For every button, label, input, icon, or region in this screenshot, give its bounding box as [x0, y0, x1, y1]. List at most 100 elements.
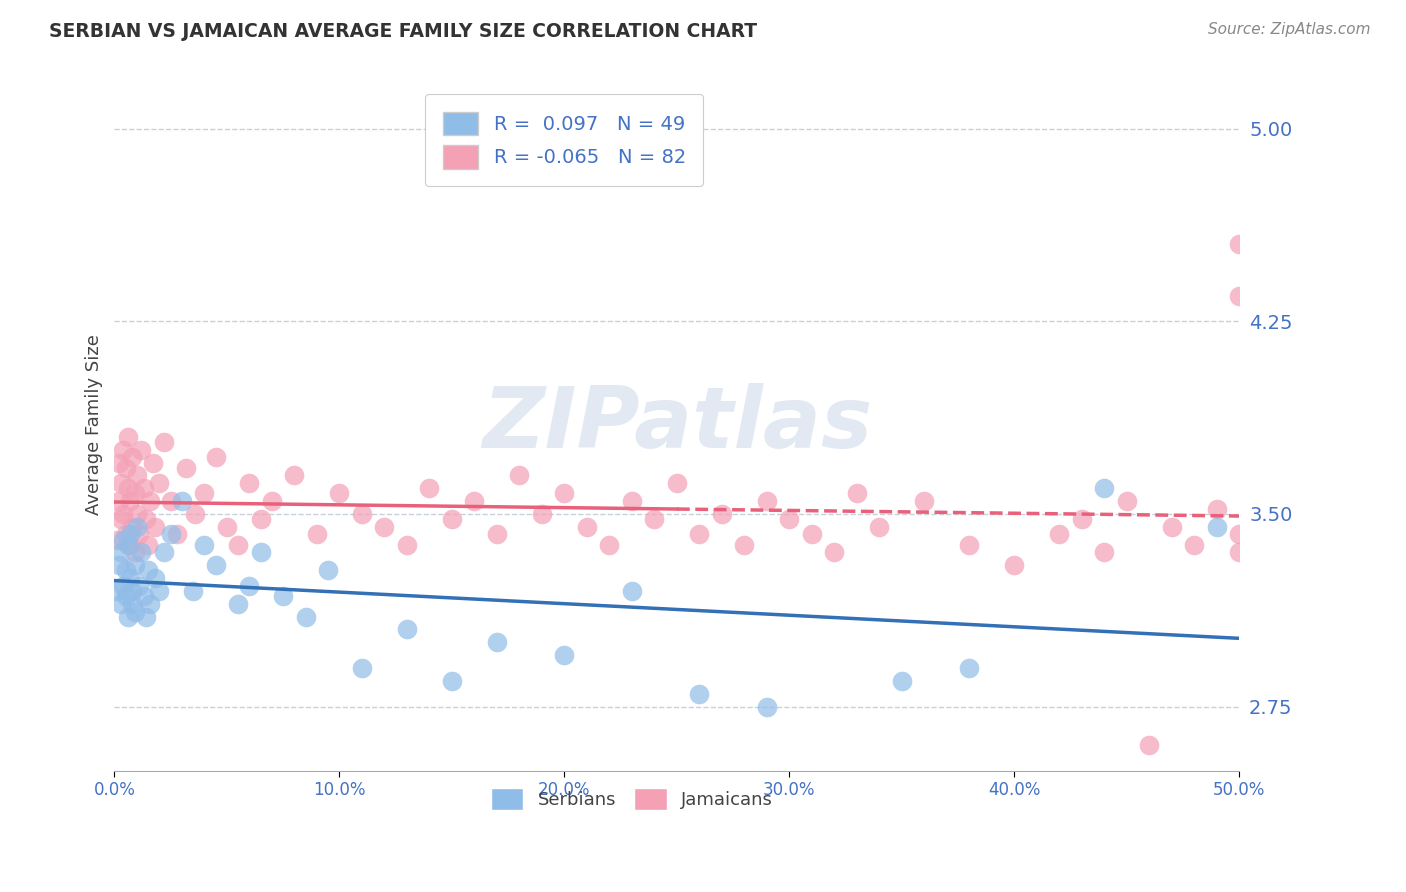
Point	[755, 494, 778, 508]
Point	[643, 512, 665, 526]
Point	[1205, 520, 1227, 534]
Point	[328, 486, 350, 500]
Point	[143, 520, 166, 534]
Point	[440, 673, 463, 688]
Point	[148, 584, 170, 599]
Point	[120, 571, 142, 585]
Point	[159, 527, 181, 541]
Point	[117, 430, 139, 444]
Point	[124, 486, 146, 500]
Point	[120, 538, 142, 552]
Point	[373, 520, 395, 534]
Point	[131, 442, 153, 457]
Point	[485, 635, 508, 649]
Point	[108, 558, 131, 573]
Point	[733, 538, 755, 552]
Point	[238, 579, 260, 593]
Point	[215, 520, 238, 534]
Point	[110, 476, 132, 491]
Point	[135, 609, 157, 624]
Point	[135, 512, 157, 526]
Point	[1227, 545, 1250, 559]
Point	[125, 507, 148, 521]
Legend: Serbians, Jamaicans: Serbians, Jamaicans	[477, 773, 787, 824]
Point	[120, 527, 142, 541]
Point	[1137, 738, 1160, 752]
Point	[226, 597, 249, 611]
Point	[1002, 558, 1025, 573]
Point	[1182, 538, 1205, 552]
Point	[1227, 527, 1250, 541]
Point	[665, 476, 688, 491]
Point	[124, 605, 146, 619]
Point	[1160, 520, 1182, 534]
Point	[159, 494, 181, 508]
Point	[117, 538, 139, 552]
Point	[166, 527, 188, 541]
Point	[294, 609, 316, 624]
Point	[395, 538, 418, 552]
Point	[112, 579, 135, 593]
Point	[890, 673, 912, 688]
Point	[1227, 237, 1250, 252]
Point	[868, 520, 890, 534]
Point	[112, 507, 135, 521]
Point	[283, 468, 305, 483]
Point	[125, 468, 148, 483]
Point	[1092, 545, 1115, 559]
Point	[125, 520, 148, 534]
Point	[124, 545, 146, 559]
Point	[620, 494, 643, 508]
Point	[121, 584, 143, 599]
Point	[136, 563, 159, 577]
Point	[114, 563, 136, 577]
Point	[121, 597, 143, 611]
Point	[553, 648, 575, 662]
Point	[148, 476, 170, 491]
Point	[598, 538, 620, 552]
Point	[108, 456, 131, 470]
Text: ZIPatlas: ZIPatlas	[482, 383, 872, 466]
Point	[1227, 288, 1250, 302]
Point	[226, 538, 249, 552]
Point	[114, 527, 136, 541]
Point	[121, 520, 143, 534]
Point	[238, 476, 260, 491]
Point	[710, 507, 733, 521]
Point	[112, 533, 135, 547]
Point	[800, 527, 823, 541]
Text: SERBIAN VS JAMAICAN AVERAGE FAMILY SIZE CORRELATION CHART: SERBIAN VS JAMAICAN AVERAGE FAMILY SIZE …	[49, 22, 758, 41]
Point	[139, 494, 162, 508]
Point	[575, 520, 598, 534]
Point	[136, 538, 159, 552]
Point	[132, 589, 155, 603]
Point	[249, 545, 271, 559]
Point	[121, 450, 143, 465]
Text: Source: ZipAtlas.com: Source: ZipAtlas.com	[1208, 22, 1371, 37]
Point	[117, 609, 139, 624]
Point	[114, 460, 136, 475]
Point	[418, 481, 440, 495]
Point	[508, 468, 530, 483]
Point	[153, 545, 176, 559]
Point	[620, 584, 643, 599]
Point	[957, 661, 980, 675]
Point	[350, 661, 373, 675]
Point	[110, 597, 132, 611]
Point	[845, 486, 868, 500]
Point	[912, 494, 935, 508]
Point	[120, 494, 142, 508]
Point	[316, 563, 339, 577]
Point	[755, 699, 778, 714]
Point	[132, 481, 155, 495]
Point	[1115, 494, 1137, 508]
Point	[124, 558, 146, 573]
Point	[117, 481, 139, 495]
Point	[957, 538, 980, 552]
Point	[485, 527, 508, 541]
Point	[170, 494, 193, 508]
Point	[153, 435, 176, 450]
Point	[139, 597, 162, 611]
Point	[108, 494, 131, 508]
Point	[1205, 501, 1227, 516]
